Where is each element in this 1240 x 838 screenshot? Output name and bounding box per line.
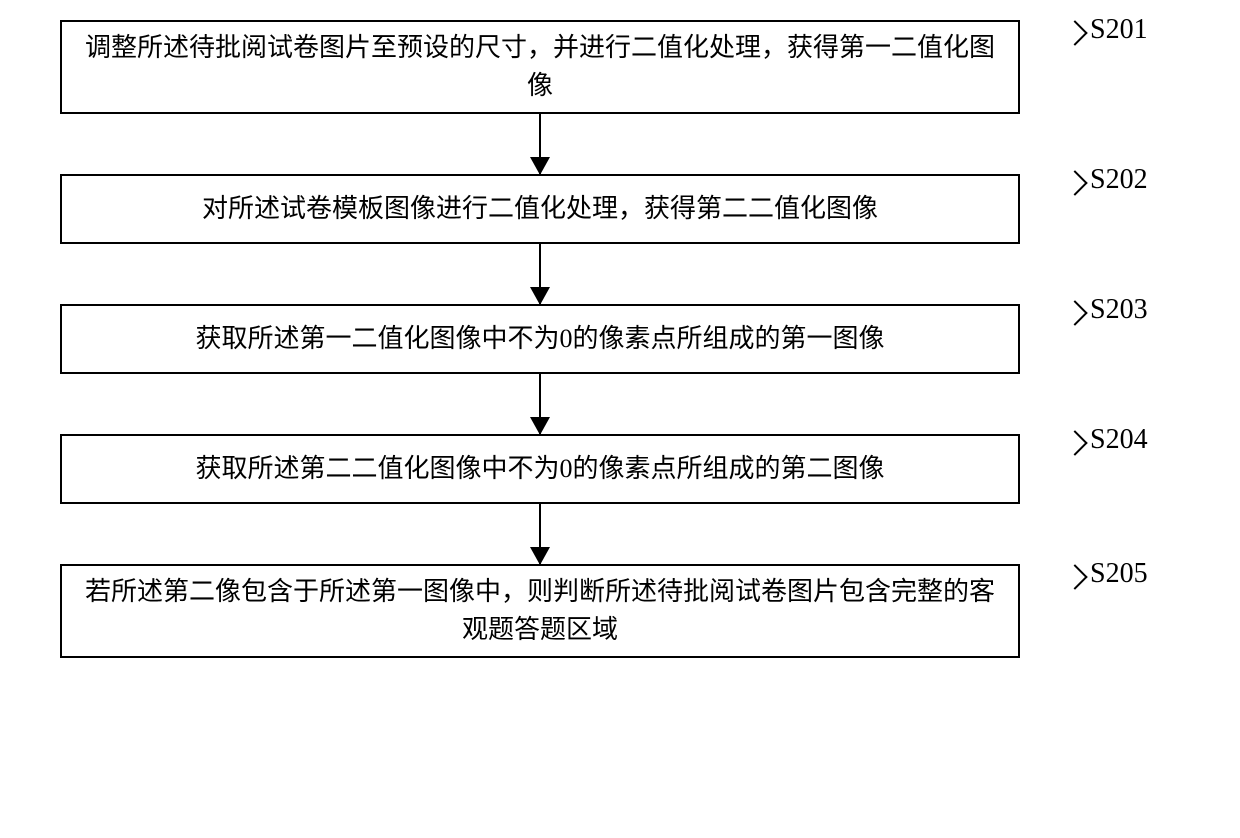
step-box-S205: 若所述第二像包含于所述第一图像中，则判断所述待批阅试卷图片包含完整的客观题答题区… — [60, 564, 1020, 658]
step-box-S203: 获取所述第一二值化图像中不为0的像素点所组成的第一图像 — [60, 304, 1020, 374]
label-hook-S202 — [1062, 170, 1087, 195]
step-label-S201: S201 — [1090, 14, 1148, 46]
step-label-S203: S203 — [1090, 294, 1148, 326]
arrow-S204 — [60, 504, 1020, 564]
step-text: 对所述试卷模板图像进行二值化处理，获得第二二值化图像 — [202, 190, 878, 228]
step-box-S201: 调整所述待批阅试卷图片至预设的尺寸，并进行二值化处理，获得第一二值化图像 — [60, 20, 1020, 114]
arrow-S202 — [60, 244, 1020, 304]
arrow-S203 — [60, 374, 1020, 434]
step-box-S204: 获取所述第二二值化图像中不为0的像素点所组成的第二图像 — [60, 434, 1020, 504]
label-hook-S205 — [1062, 564, 1087, 589]
step-text: 获取所述第一二值化图像中不为0的像素点所组成的第一图像 — [195, 320, 884, 358]
step-text: 若所述第二像包含于所述第一图像中，则判断所述待批阅试卷图片包含完整的客观题答题区… — [82, 573, 998, 648]
label-hook-S201 — [1062, 20, 1087, 45]
step-label-S205: S205 — [1090, 558, 1148, 590]
step-text: 获取所述第二二值化图像中不为0的像素点所组成的第二图像 — [195, 450, 884, 488]
label-hook-S204 — [1062, 430, 1087, 455]
step-row-S204: 获取所述第二二值化图像中不为0的像素点所组成的第二图像S204 — [60, 434, 1180, 504]
step-label-S204: S204 — [1090, 424, 1148, 456]
step-label-S202: S202 — [1090, 164, 1148, 196]
step-box-S202: 对所述试卷模板图像进行二值化处理，获得第二二值化图像 — [60, 174, 1020, 244]
label-hook-S203 — [1062, 300, 1087, 325]
step-row-S203: 获取所述第一二值化图像中不为0的像素点所组成的第一图像S203 — [60, 304, 1180, 374]
step-row-S205: 若所述第二像包含于所述第一图像中，则判断所述待批阅试卷图片包含完整的客观题答题区… — [60, 564, 1180, 658]
step-row-S202: 对所述试卷模板图像进行二值化处理，获得第二二值化图像S202 — [60, 174, 1180, 244]
step-row-S201: 调整所述待批阅试卷图片至预设的尺寸，并进行二值化处理，获得第一二值化图像S201 — [60, 20, 1180, 114]
arrow-S201 — [60, 114, 1020, 174]
flowchart-container: 调整所述待批阅试卷图片至预设的尺寸，并进行二值化处理，获得第一二值化图像S201… — [60, 20, 1180, 658]
step-text: 调整所述待批阅试卷图片至预设的尺寸，并进行二值化处理，获得第一二值化图像 — [82, 29, 998, 104]
